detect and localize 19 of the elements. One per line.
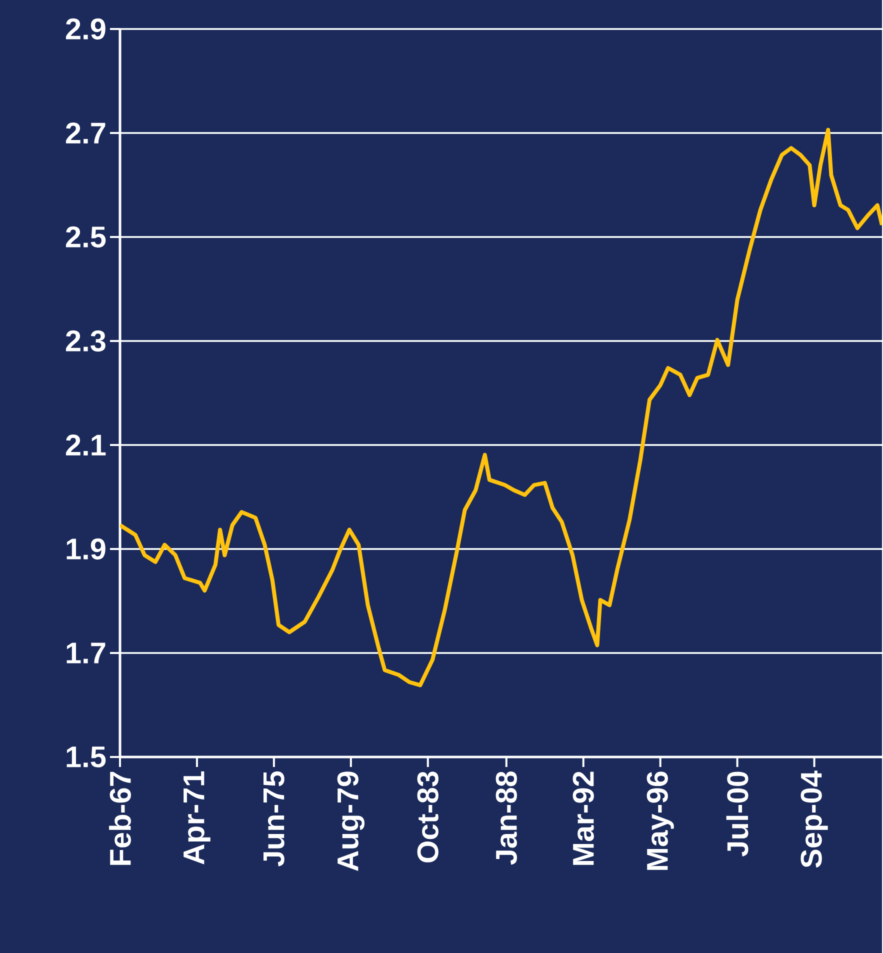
x-tick-label: Oct-83 [417,772,438,862]
x-tick-label: Mar-92 [572,772,594,865]
x-tick-label: Aug-79 [337,772,364,872]
x-tick-label: Jun-75 [263,771,284,866]
y-tick-label: 2.9 [66,18,106,40]
y-tick-label: 2.5 [66,226,106,248]
x-tick-label: Jul-00 [726,772,748,856]
y-tick-label: 2.3 [66,330,106,352]
y-tick-label: 1.9 [66,538,106,560]
y-tick-label: 1.7 [66,642,106,664]
x-tick-label: Sep-04 [800,770,828,868]
y-tick-label: 2.7 [66,122,106,144]
x-tick-label: Jan-88 [496,771,517,865]
x-tick-label: Apr-71 [183,771,210,864]
x-tick-label: Feb-67 [108,772,131,865]
y-tick-label: 2.1 [66,434,106,456]
x-tick-label: May-96 [646,772,674,870]
line-series [120,128,882,688]
y-tick-label: 1.5 [66,746,106,768]
